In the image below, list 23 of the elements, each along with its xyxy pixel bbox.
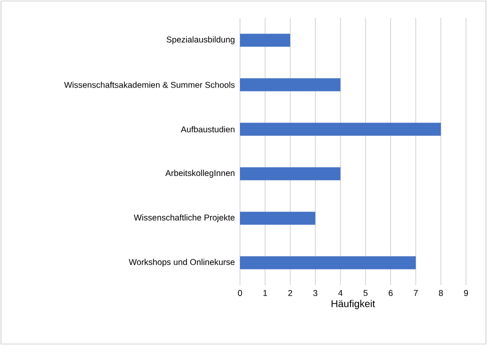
x-axis-title: Häufigkeit <box>332 300 376 310</box>
bar <box>240 256 416 270</box>
bar <box>240 34 290 47</box>
x-tick-label: 2 <box>288 290 292 296</box>
y-tick-label: ArbeitskollegInnen <box>165 170 234 178</box>
y-tick-label: Aufbaustudien <box>180 126 234 132</box>
x-tick-label: 1 <box>263 290 268 296</box>
bar <box>240 167 340 180</box>
x-tick-label: 3 <box>313 290 318 296</box>
x-tick-label: 5 <box>364 290 368 296</box>
bar <box>240 78 340 92</box>
y-tick-label: Spezialausbildung <box>166 36 234 44</box>
x-tick-label: 8 <box>438 290 443 296</box>
y-tick-label: Workshops und Onlinekurse <box>128 258 235 267</box>
bar <box>240 212 316 225</box>
x-tick-label: 0 <box>238 290 242 296</box>
x-tick-label: 6 <box>388 290 393 296</box>
x-tick-label: 9 <box>464 290 468 296</box>
x-tick-label: 4 <box>338 290 343 296</box>
x-tick-label: 7 <box>414 290 418 296</box>
y-tick-label: Wissenschaftsakademien & Summer Schools <box>64 82 235 88</box>
bar <box>240 122 441 136</box>
y-tick-label: Wissenschaftliche Projekte <box>134 214 235 222</box>
